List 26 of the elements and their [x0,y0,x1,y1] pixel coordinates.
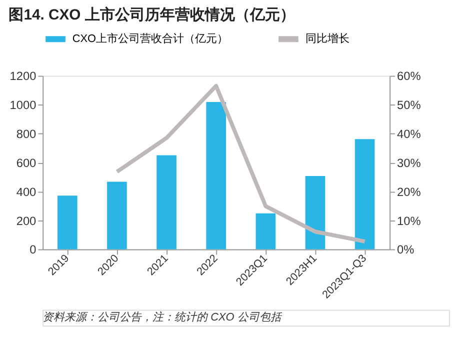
y2-tick-label: 60% [397,69,422,84]
legend-label: 同比增长 [305,32,350,46]
y-tick-label: 600 [16,156,37,170]
bar [57,196,78,250]
bar [107,182,127,250]
bar [305,176,326,250]
bar [354,139,375,250]
y2-tick-label: 10% [397,214,422,228]
line-series [114,84,367,244]
y2-tick-label: 20% [397,184,422,199]
bar [206,102,226,250]
y2-tick-label: 30% [397,156,422,170]
chart-title: 图14. CXO 上市公司历年营收情况（亿元） [8,5,295,24]
y-tick-label: 1000 [10,98,37,112]
legend-label: CXO上市公司营收合计（亿元） [72,32,228,46]
text: 资料来源：公司公告，注：统计的 CXO 公司包括 [42,310,282,324]
y-tick-label: 800 [16,127,37,142]
bar [256,213,276,250]
y-tick-label: 200 [16,214,37,228]
y2-tick-label: 50% [397,98,422,112]
bar [156,155,176,250]
y-tick-label: 0 [30,242,37,257]
y2-tick-label: 40% [397,127,422,142]
y-tick-label: 1200 [10,69,37,84]
y-tick-label: 400 [16,184,37,199]
y2-tick-label: 0% [397,242,415,257]
